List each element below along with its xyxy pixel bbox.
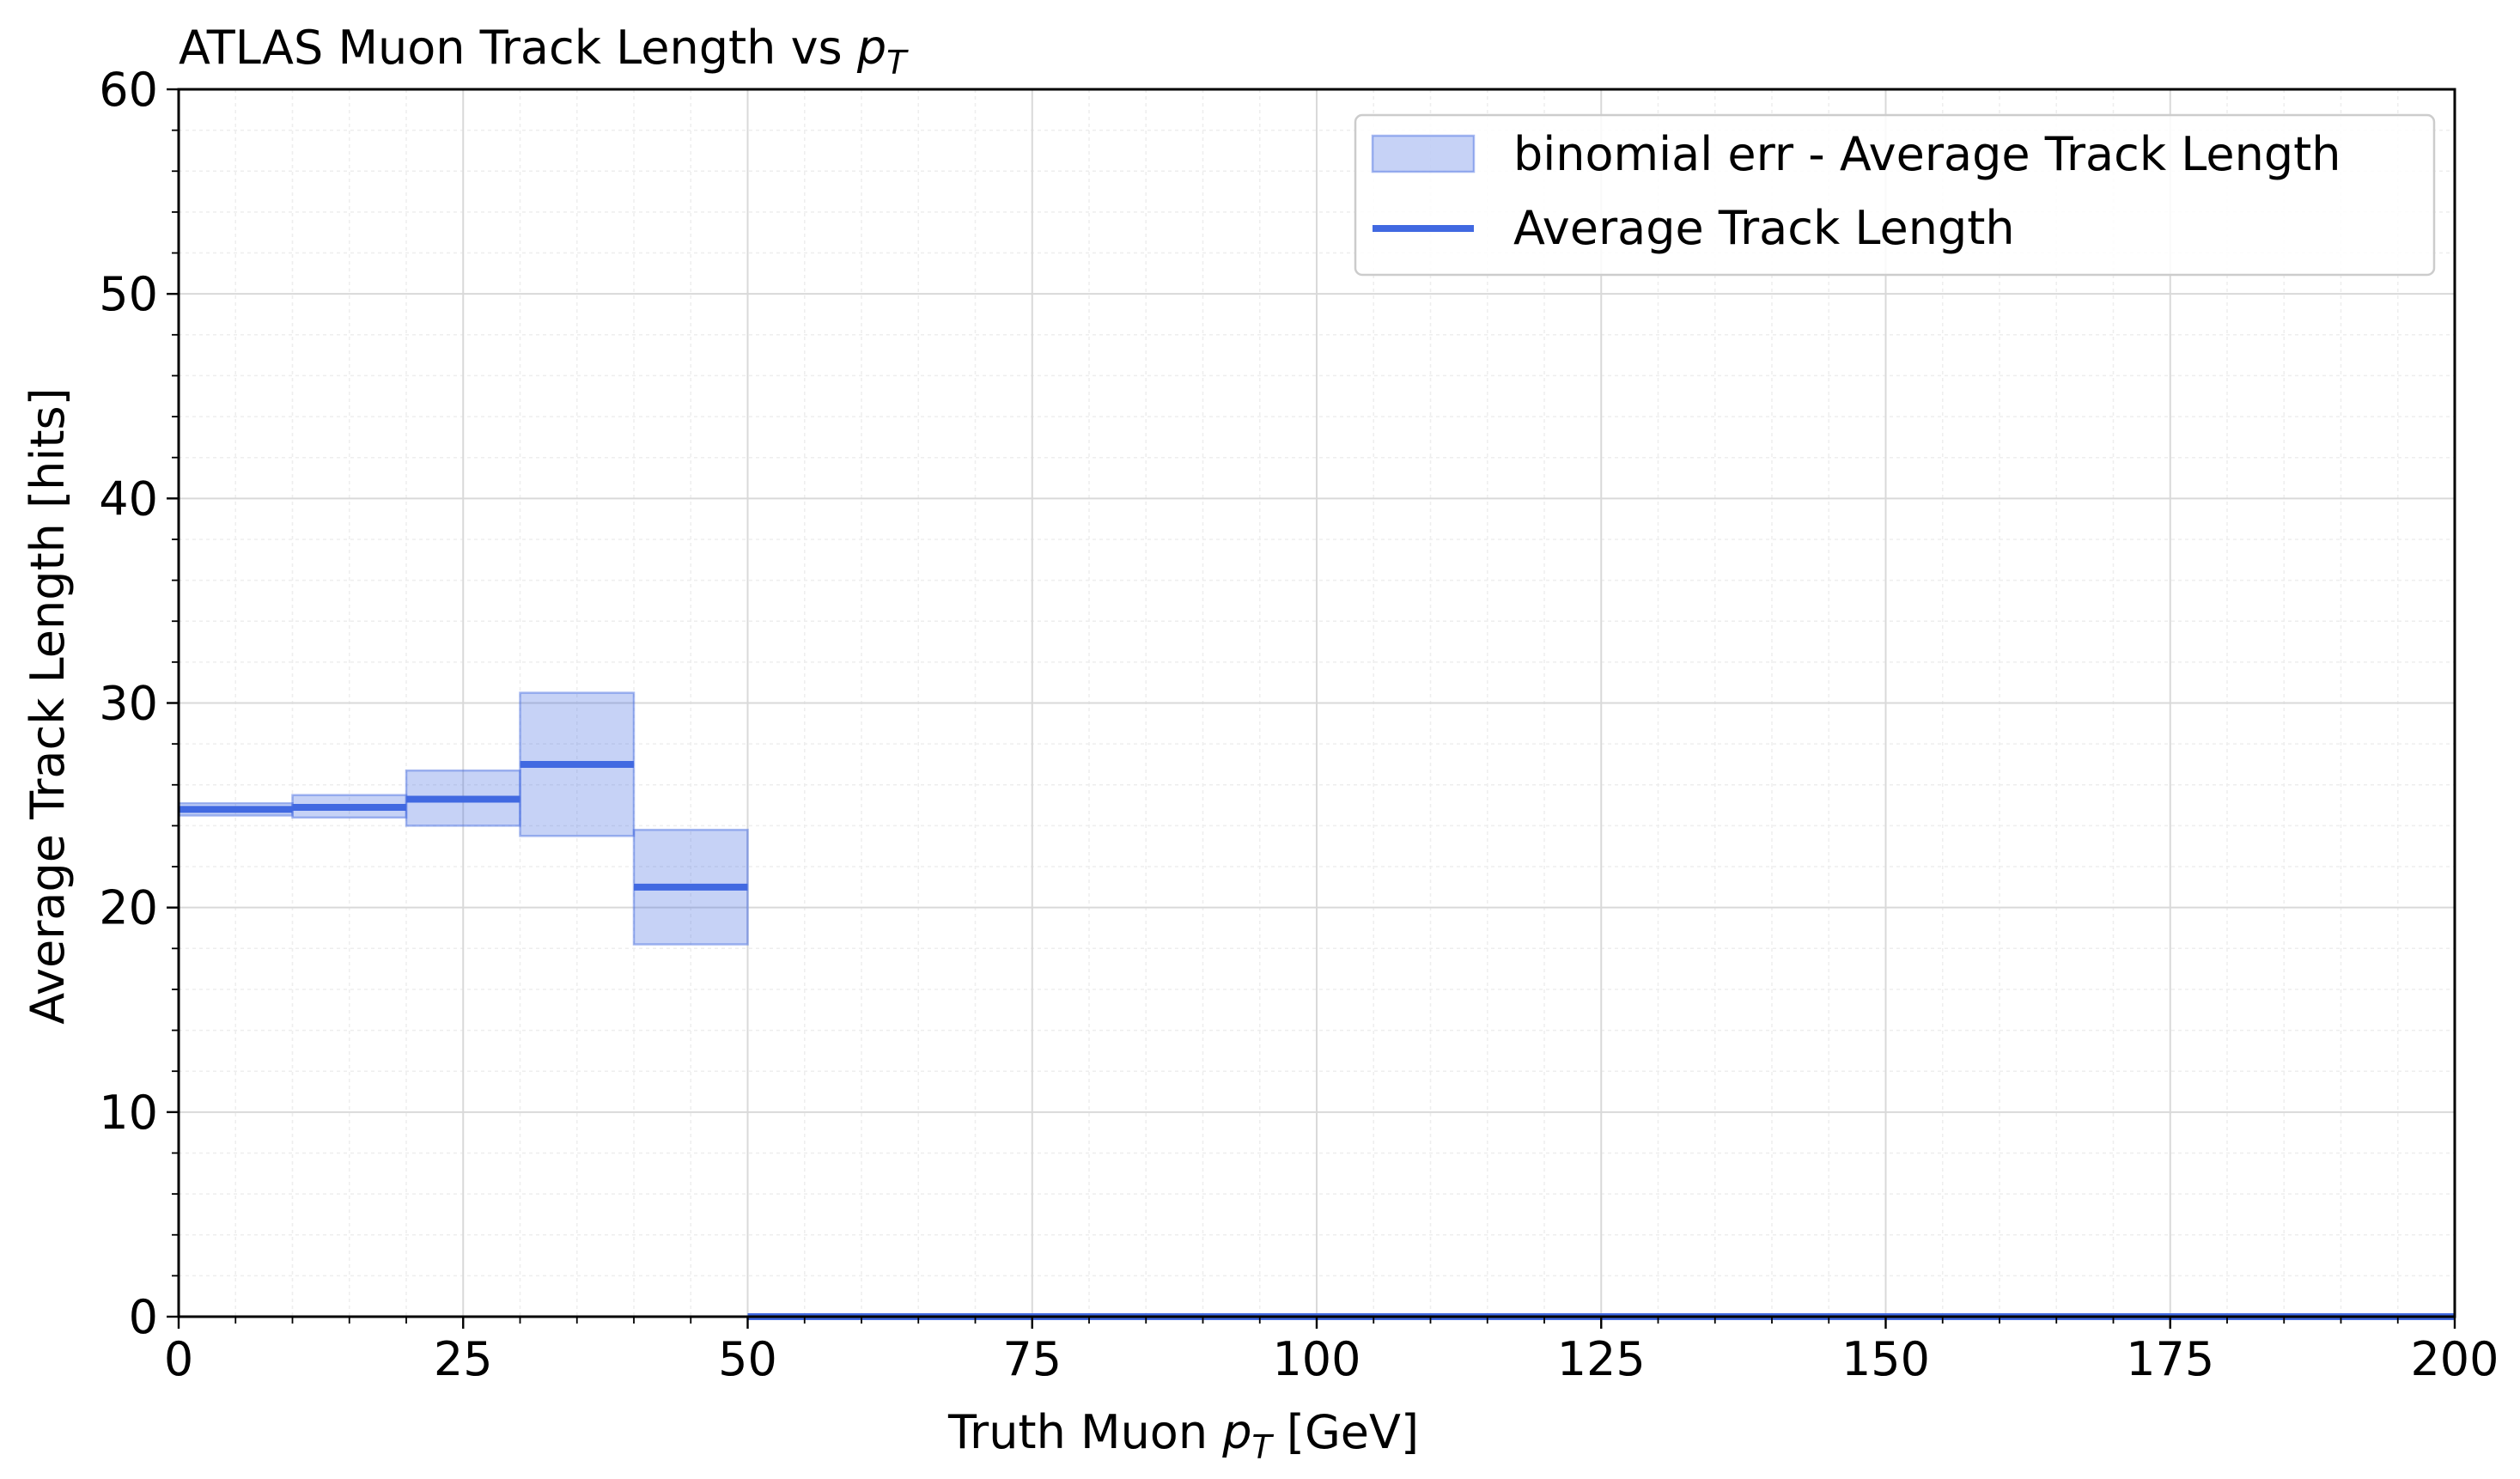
x-axis-label: Truth Muon pT [GeV] xyxy=(947,1405,1419,1466)
x-tick-label: 25 xyxy=(434,1332,493,1386)
x-tick-label: 125 xyxy=(1557,1332,1646,1386)
x-tick-label: 100 xyxy=(1272,1332,1360,1386)
y-tick-label: 50 xyxy=(99,267,158,321)
y-tick-label: 20 xyxy=(99,881,158,935)
x-tick-label: 200 xyxy=(2410,1332,2499,1386)
legend: binomial err - Average Track Length Aver… xyxy=(1354,113,2436,277)
y-tick-label: 60 xyxy=(99,63,158,117)
chart-title: ATLAS Muon Track Length vs pT xyxy=(179,21,909,82)
legend-label-band: binomial err - Average Track Length xyxy=(1513,127,2341,181)
legend-band-swatch xyxy=(1371,134,1476,173)
y-tick-label: 30 xyxy=(99,677,158,731)
x-tick-label: 175 xyxy=(2126,1332,2214,1386)
legend-label-line: Average Track Length xyxy=(1513,201,2015,255)
y-axis-label: Average Track Length [hits] xyxy=(21,387,75,1024)
x-tick-label: 50 xyxy=(718,1332,777,1386)
y-tick-label: 40 xyxy=(99,472,158,526)
legend-frame xyxy=(1354,113,2436,277)
y-tick-label: 0 xyxy=(129,1290,158,1344)
x-tick-label: 150 xyxy=(1841,1332,1930,1386)
axis-ticks: 0 25 50 75 100 125 150 175 200 0 10 20 30 40 50 60 xyxy=(99,63,2499,1386)
y-tick-label: 10 xyxy=(99,1086,158,1140)
x-tick-label: 75 xyxy=(1002,1332,1062,1386)
x-tick-label: 0 xyxy=(164,1332,193,1386)
